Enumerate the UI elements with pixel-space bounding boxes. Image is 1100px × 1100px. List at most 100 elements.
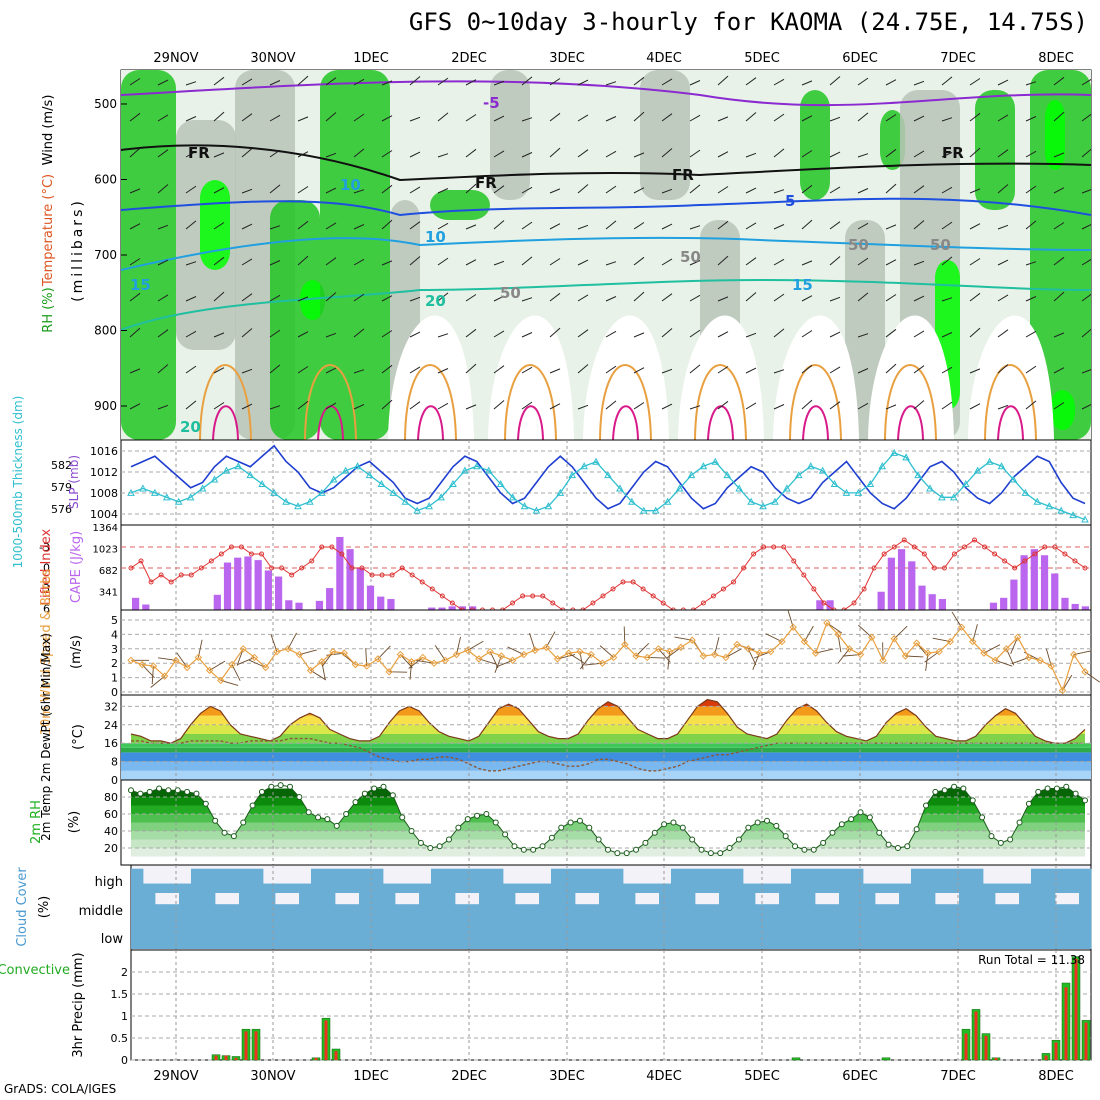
rh-dry-region xyxy=(678,315,764,440)
cloud-bar xyxy=(1055,904,1068,921)
thickness-point xyxy=(186,493,195,501)
cape-bar xyxy=(918,585,926,610)
wind-barb xyxy=(409,116,421,122)
wind-barb xyxy=(353,369,365,374)
wind-barb xyxy=(885,114,897,122)
lifted-index-point xyxy=(419,579,425,585)
cloud-right-label: (%) xyxy=(37,896,52,919)
cloud-bar xyxy=(875,904,888,921)
lifted-index-point xyxy=(208,558,214,564)
isotherm-hot xyxy=(997,405,1024,440)
rh-point xyxy=(165,787,172,794)
cloud-bar xyxy=(1007,883,1020,893)
cloud-bar xyxy=(875,921,888,949)
thickness-point xyxy=(1033,497,1042,505)
thickness-point xyxy=(616,484,624,492)
lifted-index-point xyxy=(349,565,355,571)
wind-barb xyxy=(633,222,645,230)
wind-barb xyxy=(549,327,561,338)
cloud-bar xyxy=(851,893,864,921)
lifted-index-point xyxy=(660,600,666,606)
cloud-bar xyxy=(863,921,876,949)
lifted-index-point xyxy=(941,565,947,571)
cloud-bar xyxy=(1079,921,1092,949)
thickness-point xyxy=(890,448,899,456)
lifted-index-point xyxy=(429,586,435,592)
rh-shaded-region xyxy=(121,70,176,440)
wind-barb xyxy=(1025,220,1037,230)
thickness-point xyxy=(556,488,565,496)
rh-shaded-region xyxy=(800,90,830,200)
wind-barb xyxy=(1081,78,1091,86)
isotherm-warm xyxy=(304,364,357,440)
wind-speed-point xyxy=(722,653,730,662)
precip-total-bar xyxy=(791,1057,801,1061)
lifted-index-point xyxy=(369,572,375,578)
cloud-bar xyxy=(1031,893,1044,921)
wind-speed-point xyxy=(520,650,528,659)
cape-bar xyxy=(1061,597,1069,610)
wind-barb xyxy=(185,296,197,302)
lifted-index-point xyxy=(741,565,747,571)
wind-speed-point xyxy=(486,647,494,656)
wind-barb xyxy=(353,404,365,410)
rh-point xyxy=(128,787,134,794)
cloud-bar xyxy=(287,904,300,921)
wind-barb xyxy=(213,256,225,266)
tick-label: 60 xyxy=(104,808,118,821)
cloud-bar xyxy=(143,921,156,949)
cloud-bar xyxy=(743,893,756,921)
tick-label: 1 xyxy=(111,672,118,685)
wind-barb xyxy=(129,403,141,410)
wind-speed-point xyxy=(183,663,191,672)
cloud-bar xyxy=(251,893,264,921)
rh-point xyxy=(380,783,387,790)
rh-point xyxy=(399,814,406,821)
cloud-bar xyxy=(275,921,288,949)
wind-barb xyxy=(997,224,1009,230)
wind-barb xyxy=(493,365,505,374)
cloud-bar xyxy=(827,868,840,893)
precip-convective-bar xyxy=(254,1031,258,1060)
lifted-index-point xyxy=(148,579,154,585)
cloud-bar xyxy=(851,868,864,893)
wind-speed-point xyxy=(856,650,865,659)
tick-label: 40 xyxy=(104,825,118,838)
wind-barb xyxy=(857,188,869,194)
wind-barb xyxy=(465,363,477,374)
cloud-bar xyxy=(743,883,756,893)
wind-barb xyxy=(545,631,556,648)
wind-speed-point xyxy=(250,653,259,662)
wind-barb xyxy=(1053,222,1065,230)
wind-barb xyxy=(269,225,281,230)
thickness-point xyxy=(1021,488,1030,496)
cloud-bar xyxy=(659,883,672,893)
wind-barb xyxy=(1025,261,1037,266)
wind-barb xyxy=(689,405,701,410)
cloud-bar xyxy=(335,868,348,893)
rh-point xyxy=(474,812,481,819)
rh-point xyxy=(361,790,368,797)
wind-barb xyxy=(633,332,645,338)
wind-speed-point xyxy=(677,643,685,652)
wind-barb xyxy=(801,260,813,266)
wind-barb xyxy=(1053,256,1065,266)
tick-label: 0 xyxy=(43,562,50,575)
isotherm-hot xyxy=(612,405,639,440)
cloud-bar xyxy=(455,921,468,949)
thickness-point xyxy=(258,479,267,487)
contour-label: 15 xyxy=(792,276,813,294)
wind-barb xyxy=(577,114,589,122)
thickness-point xyxy=(139,484,147,492)
wind-speed-point xyxy=(609,653,618,662)
wind-speed-point xyxy=(463,646,472,654)
thickness-point xyxy=(151,488,159,496)
wind-barb xyxy=(605,400,617,410)
cloud-bar xyxy=(611,868,624,893)
cloud-bar xyxy=(959,921,972,949)
wind-barb xyxy=(176,652,188,668)
precip-total-bar xyxy=(881,1057,891,1061)
wind-barb xyxy=(157,149,169,158)
wind-barb xyxy=(465,114,477,122)
thickness-point xyxy=(902,453,910,461)
